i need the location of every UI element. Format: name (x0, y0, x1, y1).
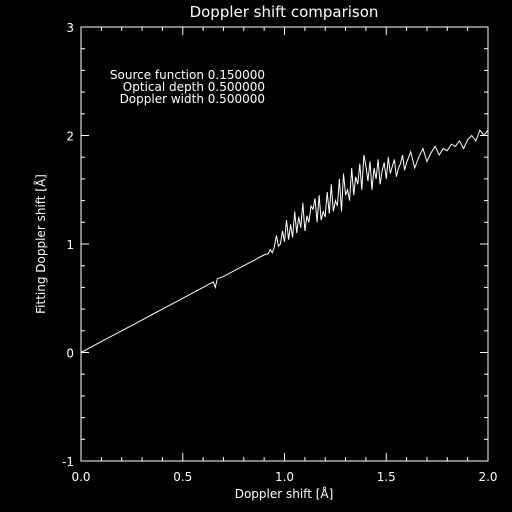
x-tick-label: 0.5 (173, 470, 192, 484)
x-axis-title: Doppler shift [Å] (235, 486, 334, 501)
y-tick-label: 3 (66, 21, 74, 35)
y-axis-title: Fitting Doppler shift [Å] (33, 174, 48, 314)
series-line (80, 129, 489, 353)
y-tick-label: -1 (62, 455, 74, 469)
x-axis: 0.0 0.5 1.0 1.5 2.0 (71, 27, 498, 484)
y-tick-label: 1 (66, 238, 74, 252)
x-tick-label: 1.5 (377, 470, 396, 484)
x-tick-label: 0.0 (71, 470, 90, 484)
chart-title: Doppler shift comparison (190, 3, 379, 21)
x-tick-label: 1.0 (275, 470, 294, 484)
y-tick-label: 0 (66, 347, 74, 361)
y-axis: -1 0 1 2 3 (62, 21, 488, 469)
y-tick-label: 2 (66, 130, 74, 144)
annotation-doppler-width: Doppler width 0.500000 (120, 92, 265, 106)
annotation-optical-depth: Optical depth 0.500000 (123, 80, 265, 94)
annotation-source-function: Source function 0.150000 (110, 68, 265, 82)
x-tick-label: 2.0 (478, 470, 497, 484)
